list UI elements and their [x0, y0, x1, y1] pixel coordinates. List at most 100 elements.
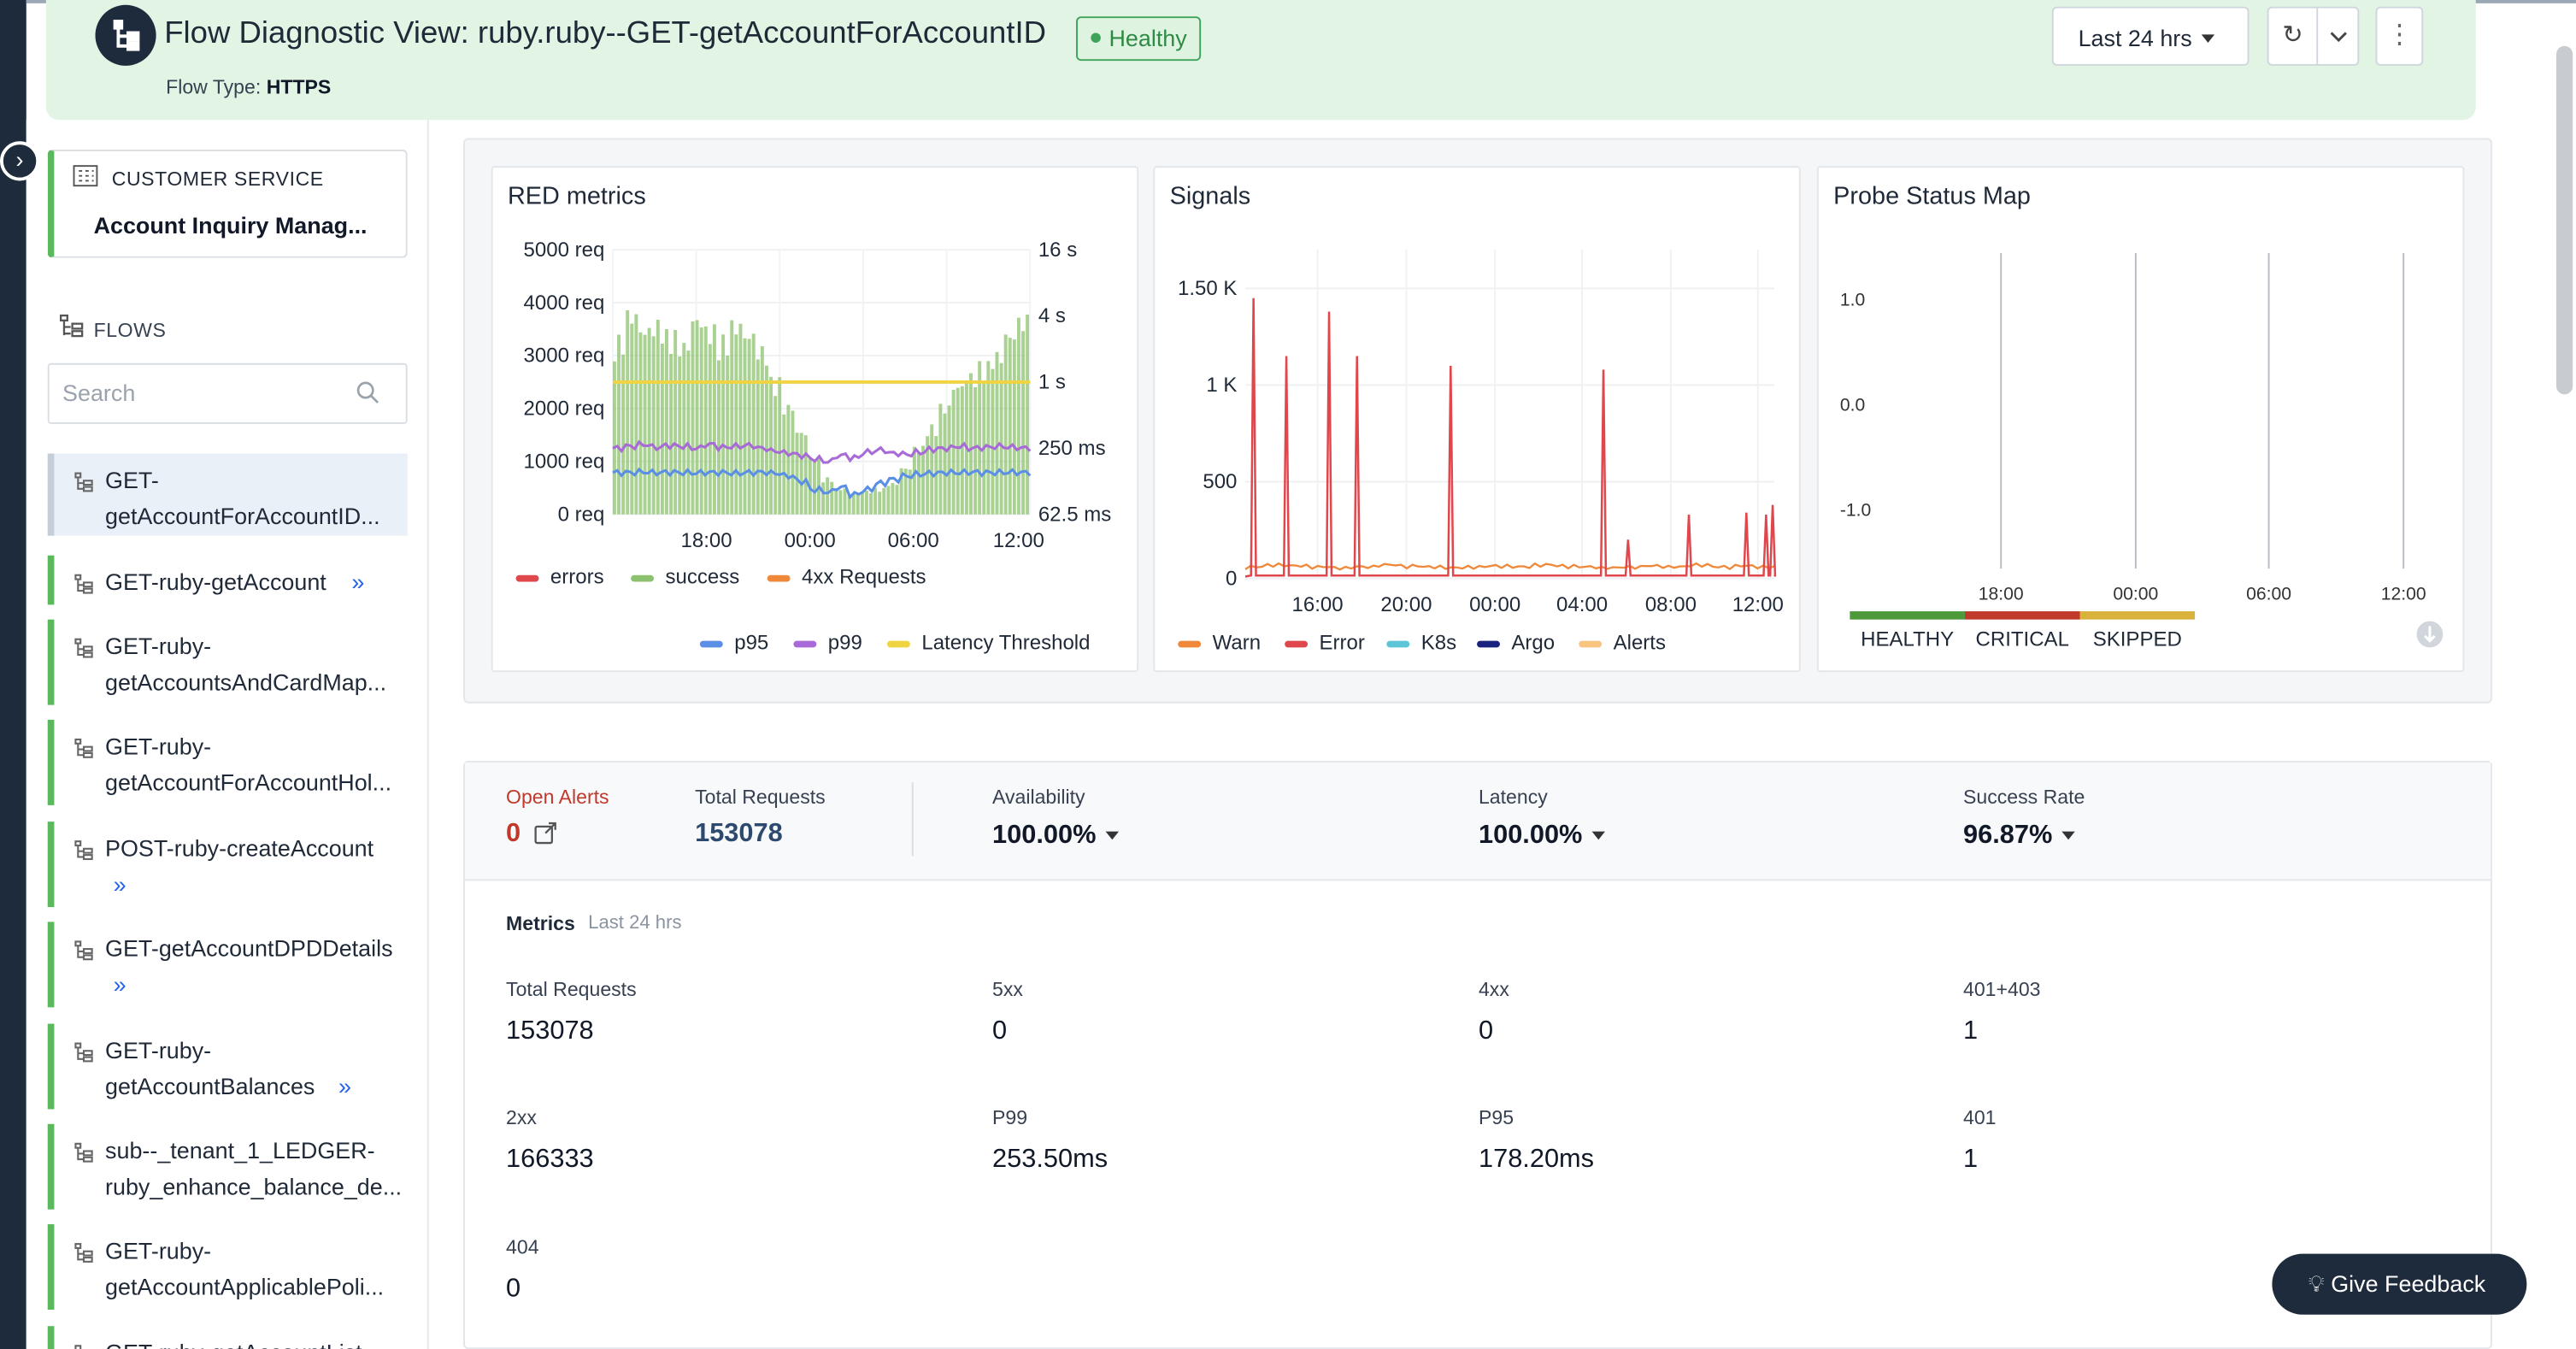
- legend-label: Latency Threshold: [921, 631, 1090, 654]
- flow-tree-icon: [74, 568, 95, 604]
- lightbulb-icon: 💡︎: [2308, 1269, 2325, 1297]
- availability-label: Availability: [992, 785, 1085, 809]
- flow-list-item[interactable]: GET- getAccountForAccountID...: [47, 453, 408, 536]
- x-tick-label: 06:00: [2246, 585, 2291, 604]
- y-tick-label: 500: [1203, 470, 1237, 493]
- availability-number: 100.00%: [992, 822, 1097, 850]
- flow-tree-icon: [74, 633, 95, 669]
- y-tick-label: 0 req: [558, 503, 605, 526]
- expand-chevron-icon[interactable]: »: [338, 1073, 351, 1099]
- time-range-select[interactable]: Last 24 hrs: [2051, 6, 2250, 66]
- probe-legend-swatch: [1964, 611, 2080, 620]
- legend-swatch: [1477, 640, 1500, 648]
- metric-value: 1: [1963, 1016, 1979, 1046]
- success-bar: [951, 390, 956, 515]
- flow-tree-icon: [74, 467, 95, 503]
- success-bar: [903, 468, 908, 515]
- flow-list-item[interactable]: POST-ruby-createAccount »: [47, 822, 408, 908]
- flow-tree-icon: [74, 1237, 95, 1273]
- flow-list-item[interactable]: GET-ruby- getAccountBalances »: [47, 1023, 408, 1110]
- customer-service-name: Account Inquiry Manag...: [93, 211, 368, 239]
- y-tick-label: -1.0: [1840, 501, 1871, 521]
- legend-label: p95: [734, 631, 768, 654]
- open-alerts-value[interactable]: 0: [506, 820, 521, 848]
- legend-label: K8s: [1421, 631, 1456, 654]
- give-feedback-label: Give Feedback: [2331, 1269, 2486, 1297]
- success-bar: [782, 414, 786, 515]
- legend-label: Error: [1320, 631, 1365, 654]
- success-bar: [630, 323, 634, 515]
- legend-swatch: [767, 574, 791, 582]
- give-feedback-button[interactable]: 💡︎ Give Feedback: [2272, 1253, 2527, 1315]
- flow-tree-icon: [74, 1037, 95, 1073]
- probe-legend-label: SKIPPED: [2093, 627, 2182, 651]
- expand-chevron-icon[interactable]: »: [113, 971, 126, 998]
- kebab-menu-icon[interactable]: ⋮: [2375, 6, 2424, 66]
- signals-panel: Signals 0 500 1 K 1.50 K 16:00 20:00 00:00 04:0…: [1153, 166, 1801, 673]
- search-icon[interactable]: [355, 380, 381, 414]
- flows-tree-icon: [59, 314, 85, 348]
- probe-legend-label: HEALTHY: [1861, 627, 1954, 651]
- success-bar: [930, 424, 934, 515]
- success-bar: [873, 487, 878, 515]
- chevron-down-icon[interactable]: [2318, 9, 2359, 64]
- flow-list-item[interactable]: GET-ruby-getAccountList: [47, 1326, 408, 1349]
- metrics-title: Metrics: [506, 911, 575, 935]
- success-bar: [821, 482, 826, 515]
- external-link-icon[interactable]: [534, 822, 557, 853]
- x-tick-label: 18:00: [680, 529, 732, 552]
- customer-service-card[interactable]: [47, 149, 408, 258]
- success-bar: [695, 320, 699, 515]
- refresh-icon[interactable]: ↻: [2269, 8, 2319, 64]
- success-bar: [943, 413, 947, 515]
- flow-list-item[interactable]: GET-ruby- getAccountForAccountHol...: [47, 719, 408, 805]
- flow-list-item[interactable]: GET-ruby- getAccountsAndCardMap...: [47, 619, 408, 705]
- latency-value[interactable]: 100.00%: [1479, 822, 1606, 851]
- metric-value: 0: [506, 1275, 521, 1304]
- x-tick-label: 12:00: [993, 529, 1044, 552]
- flow-tree-icon: [74, 935, 95, 971]
- flow-type-label: Flow Type:: [166, 75, 262, 99]
- flow-list-item-label: GET-ruby- getAccountApplicablePoli...: [105, 1237, 385, 1300]
- success-bar: [960, 386, 964, 515]
- page-scrollbar[interactable]: [2555, 45, 2573, 395]
- legend-swatch: [699, 640, 723, 648]
- success-rate-label: Success Rate: [1963, 785, 2085, 809]
- success-bar: [812, 462, 816, 515]
- flow-list-item[interactable]: GET-ruby-getAccount »: [47, 555, 408, 605]
- legend-swatch: [1178, 640, 1202, 648]
- success-bar: [747, 339, 751, 515]
- success-bar: [751, 333, 756, 515]
- flow-list-item[interactable]: sub--_tenant_1_LEDGER- ruby_enhance_bala…: [47, 1123, 408, 1210]
- success-bar: [973, 386, 978, 515]
- flow-list-item[interactable]: GET-getAccountDPDDetails »: [47, 922, 408, 1008]
- legend-swatch: [886, 640, 910, 648]
- expand-chevron-icon[interactable]: »: [113, 870, 126, 898]
- y-tick-label: 1.50 K: [1178, 277, 1237, 300]
- legend-swatch: [1579, 640, 1603, 648]
- metric-value: 253.50ms: [992, 1145, 1109, 1174]
- flow-list-item-label: GET-ruby- getAccountBalances: [105, 1036, 315, 1099]
- metric-value: 0: [1478, 1016, 1494, 1046]
- caret-down-icon: [2061, 831, 2076, 840]
- legend-label: Argo: [1511, 631, 1555, 654]
- success-bar: [899, 468, 903, 515]
- availability-value[interactable]: 100.00%: [992, 822, 1120, 851]
- legend-label: p99: [828, 631, 862, 654]
- sidebar-expand-icon[interactable]: ›: [0, 141, 40, 181]
- expand-chevron-icon[interactable]: »: [351, 568, 365, 595]
- success-bar: [660, 343, 664, 515]
- success-rate-value[interactable]: 96.87%: [1963, 822, 2076, 851]
- success-bar: [938, 404, 943, 515]
- flow-search-input[interactable]: [62, 380, 342, 406]
- success-bar: [947, 405, 951, 515]
- success-bar: [860, 492, 864, 515]
- customer-service-label: CUSTOMER SERVICE: [111, 168, 324, 191]
- y-tick-label: 0.0: [1840, 396, 1865, 415]
- success-bar: [916, 451, 920, 515]
- flow-list-item[interactable]: GET-ruby- getAccountApplicablePoli...: [47, 1224, 408, 1310]
- success-bar: [799, 433, 803, 515]
- success-bar: [956, 387, 960, 515]
- y-tick-label: 0: [1226, 567, 1237, 590]
- flow-type-value: HTTPS: [266, 75, 332, 99]
